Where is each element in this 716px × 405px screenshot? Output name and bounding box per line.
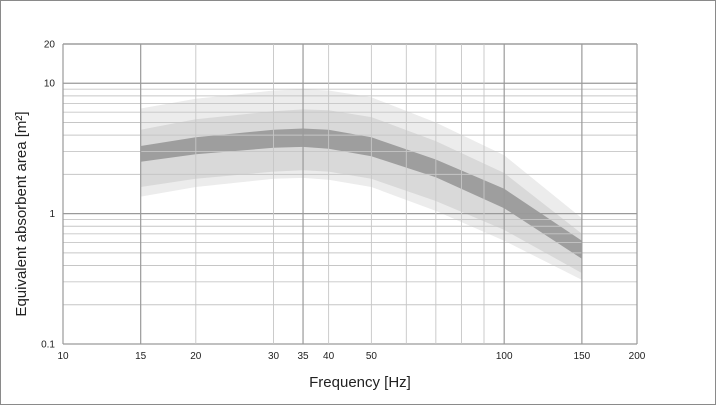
x-tick-label: 50 <box>366 351 378 362</box>
x-axis-title: Frequency [Hz] <box>309 374 411 391</box>
y-axis-title: Equivalent absorbent area [m²] <box>13 111 30 316</box>
y-tick-label: 0.1 <box>41 340 55 351</box>
y-tick-label: 10 <box>44 79 56 90</box>
band-2 <box>140 109 582 274</box>
x-tick-label: 100 <box>496 351 513 362</box>
x-tick-label: 10 <box>57 351 69 362</box>
x-tick-labels: 10 15 20 30 35 40 50 100 150 200 <box>57 351 645 362</box>
x-tick-label: 15 <box>135 351 147 362</box>
x-tick-label: 150 <box>574 351 591 362</box>
x-tick-label: 30 <box>268 351 280 362</box>
y-tick-label: 20 <box>44 40 56 51</box>
x-tick-label: 35 <box>297 351 309 362</box>
bands-layer <box>140 89 582 280</box>
x-tick-label: 40 <box>323 351 335 362</box>
grid-layer <box>62 43 638 345</box>
x-tick-label: 20 <box>190 351 202 362</box>
x-tick-label: 200 <box>629 351 646 362</box>
band-3 <box>140 128 582 259</box>
y-tick-label: 1 <box>49 209 55 220</box>
y-tick-labels: 0.1 1 10 20 <box>41 40 55 351</box>
